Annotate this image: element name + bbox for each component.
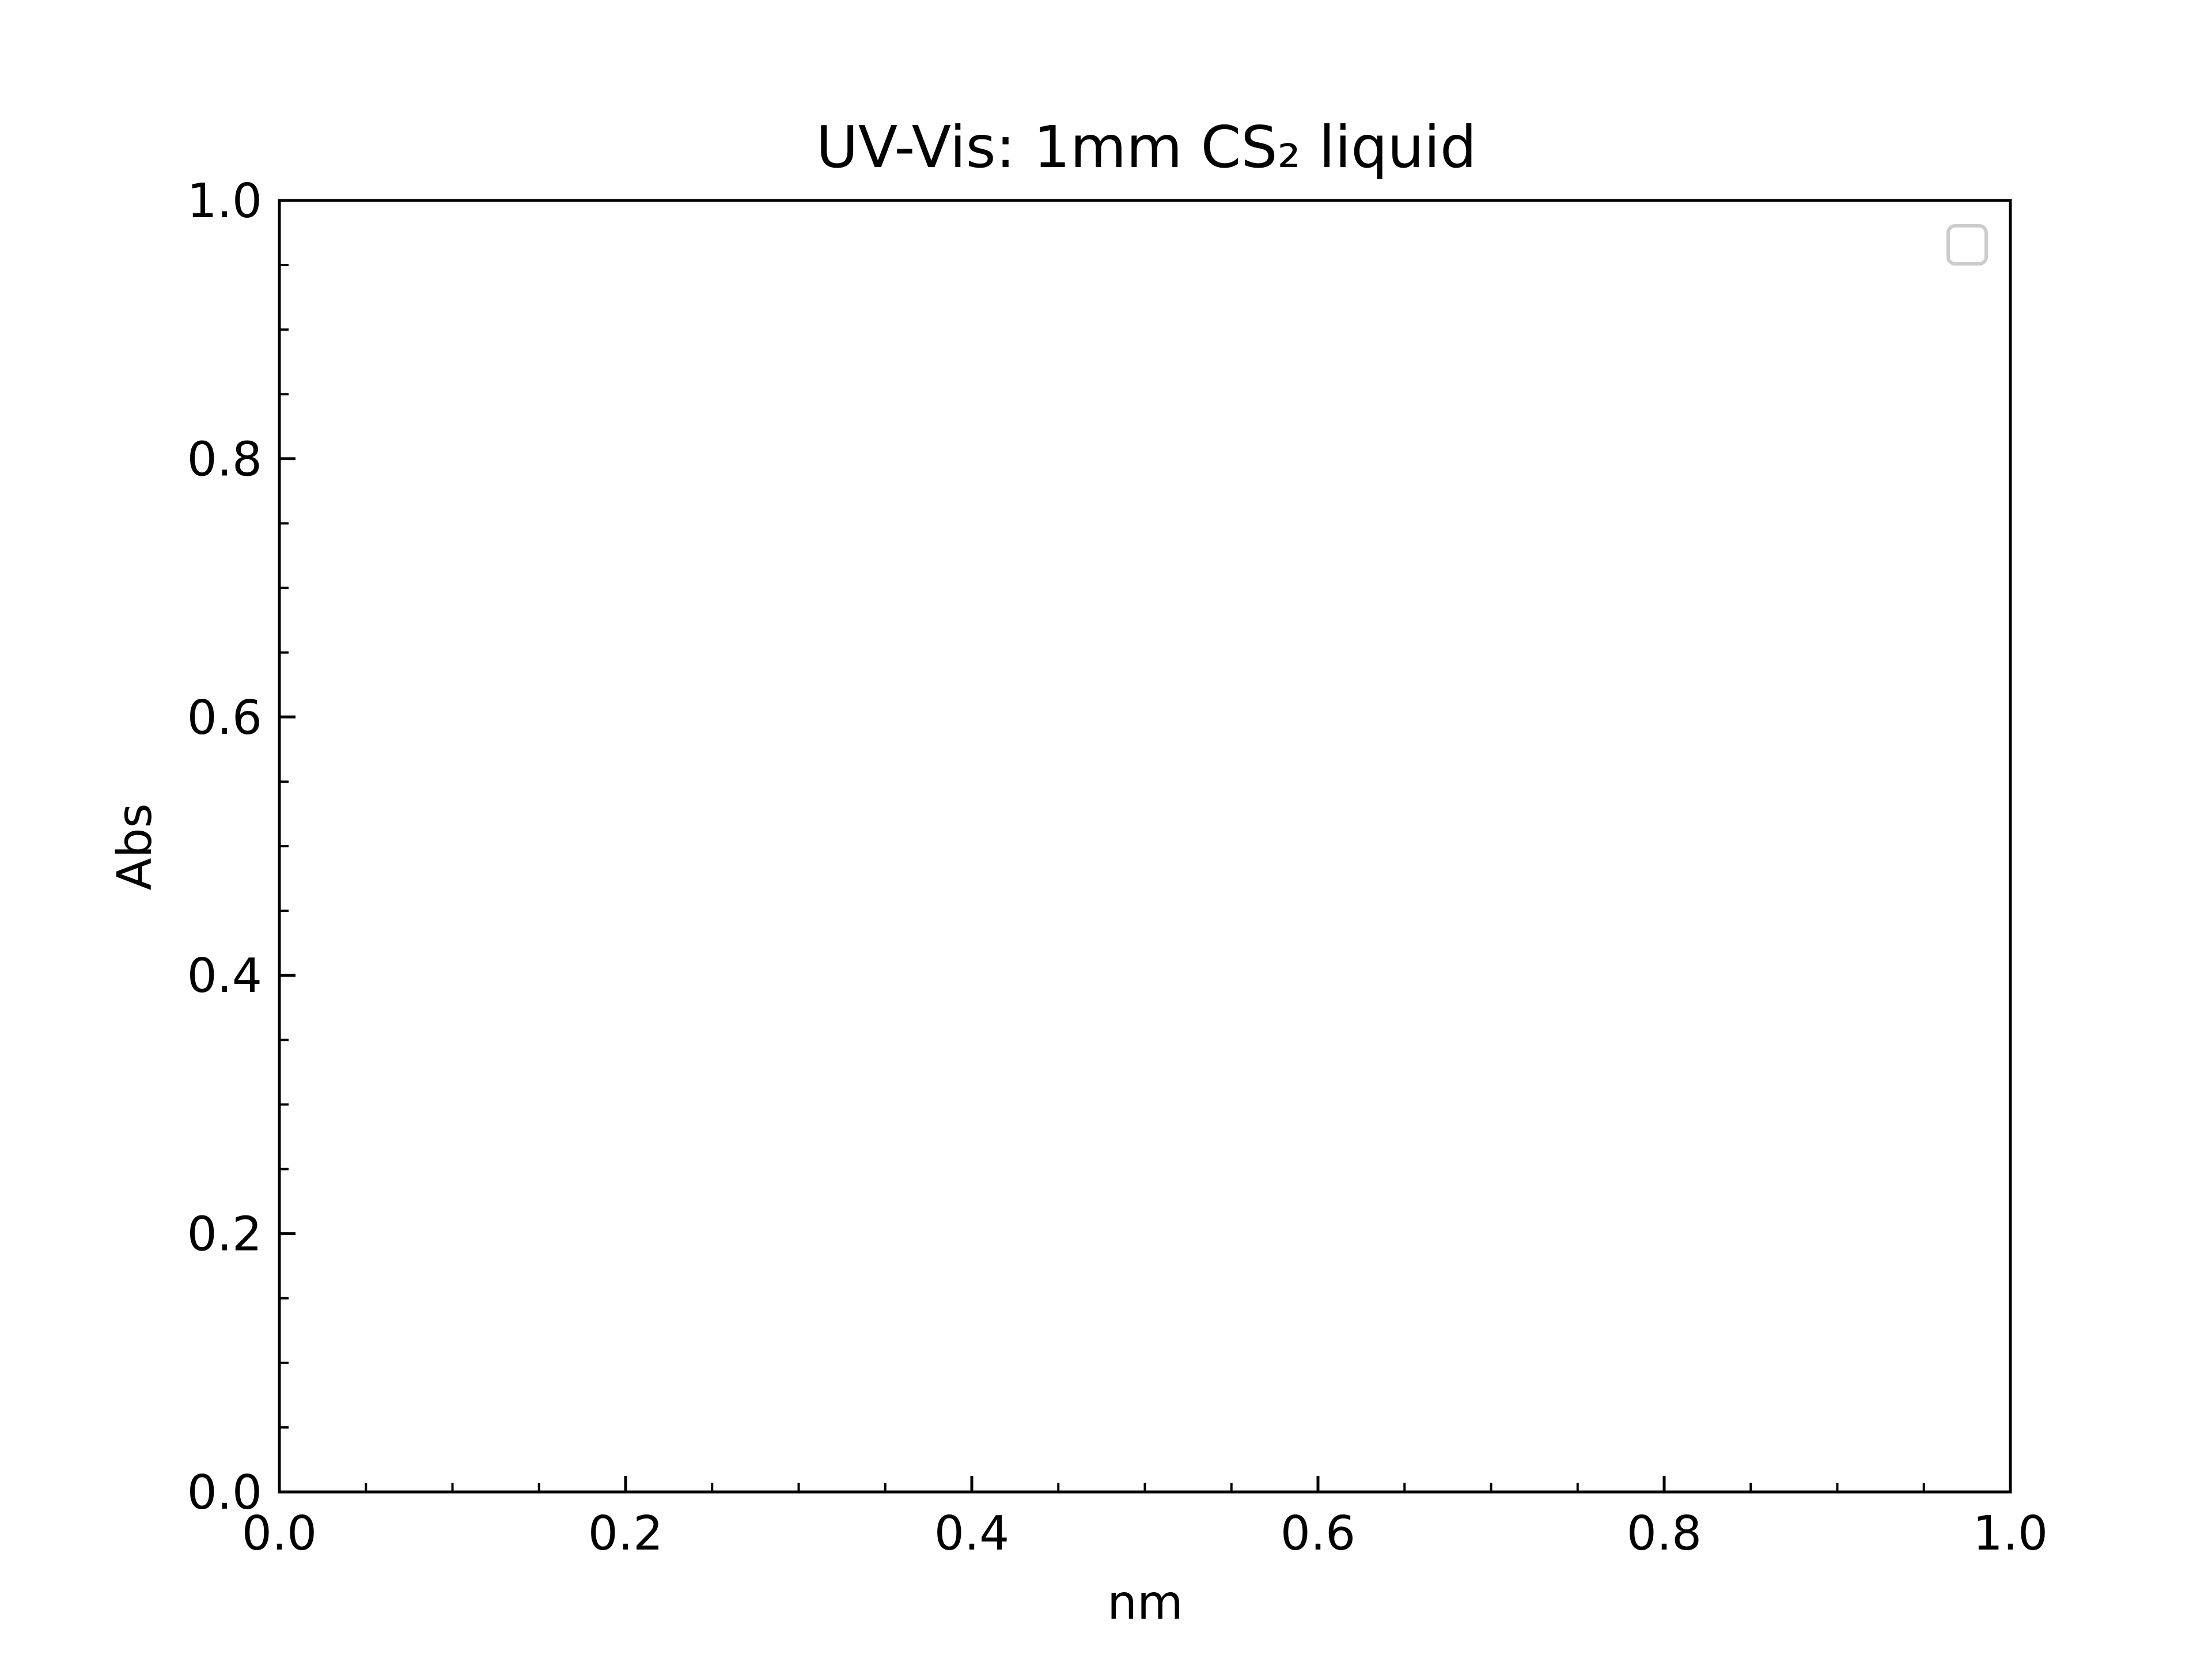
y-tick-label: 0.4 xyxy=(187,949,262,1003)
y-axis-label: Abs xyxy=(108,804,162,891)
x-tick-label: 0.2 xyxy=(588,1506,663,1561)
legend-box xyxy=(1946,224,1988,266)
y-tick-label: 0.6 xyxy=(187,691,262,745)
x-tick-label: 0.6 xyxy=(1281,1506,1355,1561)
y-tick-label: 0.8 xyxy=(187,432,262,487)
y-tick-label: 1.0 xyxy=(187,174,262,229)
y-tick-label: 0.2 xyxy=(187,1207,262,1262)
plot-frame xyxy=(278,199,2012,1494)
x-tick-label: 1.0 xyxy=(1973,1506,2048,1561)
y-tick-label: 0.0 xyxy=(187,1465,262,1520)
x-tick-label: 0.8 xyxy=(1627,1506,1702,1561)
x-tick-label: 0.0 xyxy=(242,1506,317,1561)
x-tick-label: 0.4 xyxy=(934,1506,1009,1561)
x-axis-label: nm xyxy=(1107,1575,1183,1630)
x-axis-ticks: 0.0 0.2 0.4 0.6 0.8 1.0 xyxy=(242,1476,2048,1561)
y-axis-ticks: 0.0 0.2 0.4 0.6 0.8 1.0 xyxy=(187,174,296,1520)
chart-title: UV-Vis: 1mm CS₂ liquid xyxy=(816,113,1477,181)
